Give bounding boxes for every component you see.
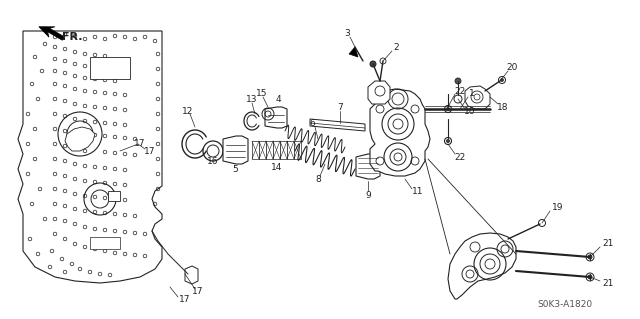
Circle shape [499, 77, 506, 84]
Text: 2: 2 [393, 43, 399, 53]
Circle shape [586, 273, 594, 281]
Text: 21: 21 [602, 279, 614, 288]
Polygon shape [65, 127, 95, 151]
Circle shape [455, 78, 461, 84]
Text: 17: 17 [144, 146, 156, 155]
Text: 22: 22 [454, 86, 466, 95]
Text: 18: 18 [497, 102, 509, 112]
Text: 1: 1 [469, 88, 475, 98]
Circle shape [588, 255, 592, 259]
Text: 17: 17 [134, 139, 146, 149]
Circle shape [445, 106, 451, 113]
Circle shape [447, 108, 449, 110]
Polygon shape [185, 266, 198, 284]
Text: 19: 19 [552, 203, 564, 211]
Polygon shape [356, 154, 380, 179]
Bar [90, 57, 130, 79]
Text: S0K3-A1820: S0K3-A1820 [538, 300, 593, 309]
Text: 13: 13 [246, 94, 258, 103]
Polygon shape [370, 89, 430, 176]
Polygon shape [39, 27, 64, 40]
Text: 5: 5 [232, 165, 238, 174]
Text: 6: 6 [309, 118, 315, 128]
Polygon shape [265, 107, 287, 128]
Bar [266, 141, 273, 159]
Text: 7: 7 [337, 102, 343, 112]
Text: 10: 10 [464, 108, 476, 116]
Text: 14: 14 [271, 164, 283, 173]
Text: 12: 12 [182, 107, 194, 115]
Circle shape [538, 219, 545, 226]
Bar [287, 141, 294, 159]
Polygon shape [465, 86, 490, 109]
Polygon shape [349, 47, 358, 57]
Polygon shape [448, 233, 516, 299]
Bar [90, 237, 120, 249]
Circle shape [500, 78, 504, 81]
Text: FR.: FR. [61, 32, 83, 42]
Text: 17: 17 [192, 287, 204, 296]
Text: 17: 17 [179, 295, 191, 305]
Circle shape [447, 139, 449, 143]
Polygon shape [223, 136, 248, 164]
Text: 16: 16 [207, 157, 219, 166]
Bar [273, 141, 280, 159]
Text: 20: 20 [506, 63, 518, 71]
Polygon shape [310, 119, 365, 131]
Text: 9: 9 [365, 190, 371, 199]
Text: 3: 3 [344, 29, 350, 39]
Text: 22: 22 [454, 152, 466, 161]
Circle shape [370, 61, 376, 67]
Bar [259, 141, 266, 159]
Text: 15: 15 [256, 88, 268, 98]
Bar [294, 141, 301, 159]
Polygon shape [368, 81, 390, 104]
Text: 11: 11 [412, 188, 424, 197]
Bar [280, 141, 287, 159]
Bar [252, 141, 259, 159]
Circle shape [588, 275, 592, 279]
Text: 4: 4 [275, 94, 281, 103]
Circle shape [445, 137, 451, 145]
Circle shape [454, 95, 462, 103]
Polygon shape [18, 31, 162, 283]
Circle shape [586, 253, 594, 261]
Polygon shape [108, 191, 120, 201]
Text: 21: 21 [602, 239, 614, 248]
Text: 8: 8 [315, 175, 321, 184]
